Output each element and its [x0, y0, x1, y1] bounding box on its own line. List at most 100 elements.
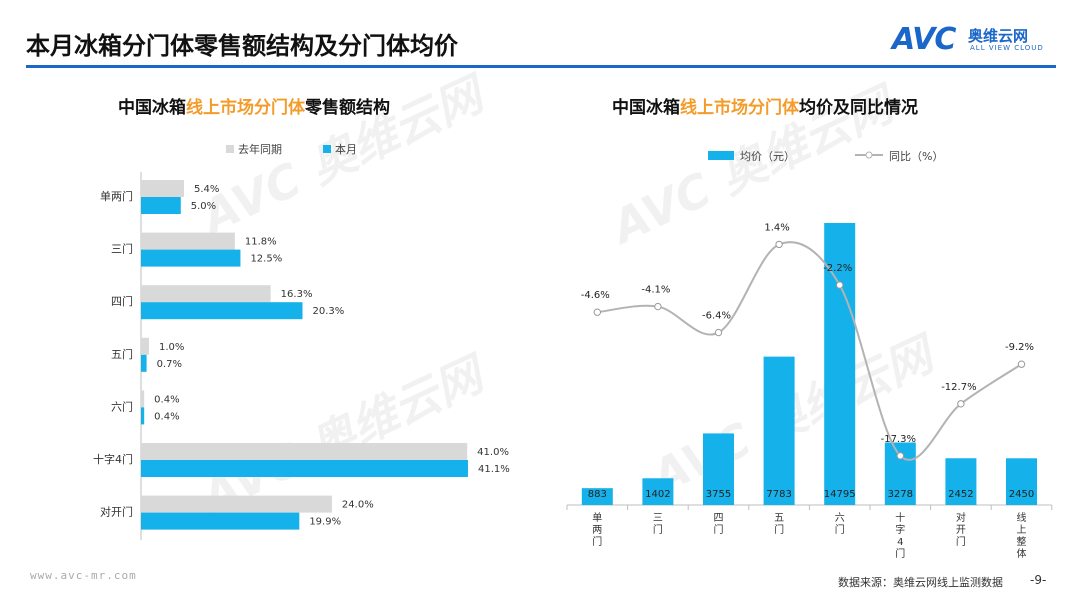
- yoy-point-6: [957, 400, 965, 408]
- bar-0-3: [141, 337, 149, 355]
- left-chart-title: 中国冰箱线上市场分门体零售额结构: [118, 93, 390, 118]
- bar-price-label-0: 883: [588, 489, 607, 500]
- yoy-point-0: [593, 308, 601, 316]
- category-label-2: 四门: [714, 513, 724, 536]
- bar-1-6: [141, 512, 300, 530]
- bar-label-0-3: 1.0%: [159, 342, 184, 353]
- bar-1-4: [141, 407, 145, 425]
- bar-0-4: [141, 390, 145, 408]
- category-label-3: 五门: [111, 347, 133, 361]
- bar-0-5: [141, 443, 468, 460]
- bar-price-7: [1006, 458, 1037, 505]
- yoy-label-2: -6.4%: [702, 311, 731, 322]
- page-number: -9-: [1030, 573, 1047, 587]
- category-label-5: 十字4门: [93, 452, 133, 466]
- bar-1-0: [141, 197, 181, 214]
- legend-swatch-0: [226, 145, 234, 153]
- bar-label-0-1: 11.8%: [245, 237, 277, 248]
- yoy-point-4: [836, 281, 844, 289]
- bar-label-1-2: 20.3%: [312, 306, 344, 317]
- bar-label-1-3: 0.7%: [157, 359, 182, 370]
- bar-price-3: [763, 356, 795, 505]
- right-title-prefix: 中国冰箱: [612, 98, 680, 118]
- bar-label-1-5: 41.1%: [478, 464, 510, 475]
- left-title-prefix: 中国冰箱: [118, 98, 186, 118]
- bar-price-label-2: 3755: [706, 489, 731, 500]
- yoy-line: [597, 241, 1023, 461]
- legend-label-bar: 均价（元）: [740, 150, 795, 163]
- footer-source: 数据来源：奥维云网线上监测数据: [838, 576, 1003, 589]
- legend-label-1: 本月: [335, 142, 357, 156]
- left-title-suffix: 零售额结构: [305, 98, 390, 118]
- bar-price-label-5: 3278: [888, 489, 913, 500]
- bar-0-6: [141, 495, 332, 513]
- yoy-label-1: -4.1%: [641, 285, 670, 296]
- bar-1-2: [141, 302, 303, 320]
- category-label-0: 单两门: [100, 189, 133, 203]
- right-chart-title: 中国冰箱线上市场分门体均价及同比情况: [612, 93, 918, 118]
- bar-price-1: [642, 478, 674, 505]
- legend-swatch-1: [323, 145, 331, 153]
- bar-label-1-4: 0.4%: [154, 411, 179, 422]
- avc-logo: AVC 奥维云网 ALL VIEW CLOUD: [892, 22, 1062, 57]
- logo-cn: 奥维云网: [968, 27, 1029, 45]
- bar-label-0-5: 41.0%: [477, 447, 509, 458]
- bar-label-1-0: 5.0%: [191, 201, 216, 212]
- category-label-2: 四门: [111, 294, 133, 308]
- logo-mark: AVC: [892, 22, 956, 57]
- bar-label-0-4: 0.4%: [154, 394, 179, 405]
- yoy-label-7: -9.2%: [1005, 342, 1034, 353]
- legend-line-marker: [865, 151, 873, 159]
- yoy-point-7: [1017, 360, 1026, 368]
- bar-1-1: [141, 249, 241, 267]
- category-label-3: 五门: [774, 513, 784, 536]
- category-label-7: 线上整体: [1017, 511, 1027, 560]
- bar-0-1: [141, 232, 235, 250]
- bar-price-label-1: 1402: [645, 489, 670, 500]
- header-rule: [26, 65, 1056, 68]
- yoy-point-3: [775, 240, 783, 249]
- legend-label-0: 去年同期: [238, 142, 282, 156]
- bar-price-label-7: 2450: [1009, 489, 1034, 500]
- category-label-0: 单两门: [592, 512, 602, 548]
- right-title-highlight: 线上市场分门体: [680, 98, 799, 118]
- bar-price-2: [703, 433, 734, 505]
- yoy-point-5: [896, 452, 904, 460]
- bar-1-5: [141, 460, 468, 477]
- bar-1-3: [141, 354, 147, 372]
- footer-url: www.avc-mr.com: [30, 569, 137, 582]
- bar-label-0-0: 5.4%: [194, 184, 219, 195]
- bar-price-6: [945, 458, 977, 505]
- category-label-4: 六门: [111, 399, 133, 413]
- bar-price-label-3: 7783: [766, 489, 791, 500]
- bar-price-label-4: 14795: [824, 489, 856, 500]
- category-label-4: 六门: [835, 512, 845, 536]
- category-label-6: 对开门: [100, 505, 133, 519]
- yoy-label-3: 1.4%: [764, 222, 789, 233]
- bar-label-1-1: 12.5%: [250, 254, 282, 265]
- yoy-label-5: -17.3%: [881, 434, 916, 445]
- left-title-highlight: 线上市场分门体: [186, 98, 305, 118]
- yoy-point-1: [654, 302, 662, 311]
- legend-swatch-bar: [708, 151, 734, 160]
- category-label-1: 三门: [653, 513, 663, 536]
- bar-price-label-6: 2452: [948, 489, 973, 500]
- logo-en: ALL VIEW CLOUD: [970, 44, 1044, 52]
- legend-label-line: 同比（%）: [889, 150, 943, 163]
- category-label-6: 对开门: [956, 511, 966, 548]
- yoy-point-2: [714, 328, 723, 337]
- bar-price-0: [581, 488, 613, 505]
- page-title: 本月冰箱分门体零售额结构及分门体均价: [26, 32, 458, 60]
- category-label-1: 三门: [111, 242, 133, 256]
- bar-label-0-2: 16.3%: [281, 289, 313, 300]
- bar-0-0: [141, 180, 184, 197]
- bar-label-0-6: 24.0%: [342, 500, 374, 511]
- bar-label-1-6: 19.9%: [309, 517, 341, 528]
- yoy-label-4: -2.2%: [823, 263, 852, 274]
- right-title-suffix: 均价及同比情况: [799, 98, 918, 118]
- bar-0-2: [141, 285, 271, 303]
- yoy-label-0: -4.6%: [581, 290, 610, 301]
